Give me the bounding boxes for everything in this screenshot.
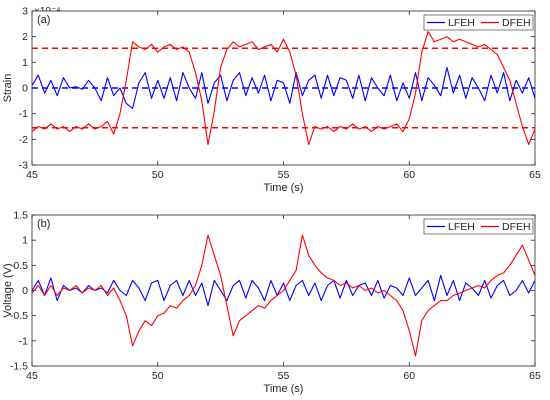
panel-label: (a) — [37, 14, 50, 26]
y-tick-label: 0 — [22, 83, 28, 95]
y-tick-label: -1.5 — [10, 361, 28, 373]
voltage-panel: 45 50 55 60 65 -1.5 -1 -0.5 0 0.5 1 1.5 (b) Time (s) V… — [2, 210, 541, 396]
legend-box — [423, 218, 534, 235]
x-axis-label: Time (s) — [264, 182, 304, 194]
y-tick-label: 0 — [22, 285, 28, 297]
legend: LFEH DFEH — [423, 14, 534, 31]
y-tick-label: 1 — [22, 235, 28, 247]
legend: LFEH DFEH — [423, 218, 534, 235]
series-line-dfeh — [32, 234, 535, 357]
x-tick-label: 60 — [403, 169, 415, 181]
y-axis-label: Strain — [2, 74, 14, 103]
legend-label-dfeh: DFEH — [502, 221, 531, 233]
y-tick-label: 0.5 — [13, 260, 28, 272]
x-tick-label: 50 — [152, 370, 164, 382]
y-tick-label: -1 — [19, 108, 28, 120]
x-tick-label: 45 — [26, 169, 38, 181]
legend-label-dfeh: DFEH — [502, 17, 531, 29]
x-tick-label: 50 — [152, 169, 164, 181]
x-tick-label: 55 — [278, 370, 290, 382]
x-tick-label: 60 — [403, 370, 415, 382]
y-tick-label: 1.5 — [13, 210, 28, 222]
x-tick-label: 65 — [529, 169, 541, 181]
y-axis-label: Voltage (V) — [2, 263, 14, 317]
series-line-lfeh — [32, 274, 535, 307]
legend-box — [423, 14, 534, 31]
y-tick-label: -3 — [19, 160, 28, 172]
y-tick-label: -0.5 — [10, 310, 28, 322]
y-tick-label: 2 — [22, 31, 28, 43]
series-line-lfeh — [32, 66, 535, 110]
x-tick-label: 65 — [529, 370, 541, 382]
x-axis-label: Time (s) — [264, 383, 304, 395]
panel-label: (b) — [37, 218, 50, 230]
y-tick-label: -1 — [19, 335, 28, 347]
legend-label-lfeh: LFEH — [448, 221, 475, 233]
y-tick-label: 1 — [22, 57, 28, 69]
x-tick-label: 45 — [26, 370, 38, 382]
x-tick-label: 55 — [278, 169, 290, 181]
series-line-dfeh — [32, 30, 535, 146]
y-tick-label: -2 — [19, 134, 28, 146]
y-tick-label: 3 — [22, 6, 28, 18]
legend-label-lfeh: LFEH — [448, 17, 475, 29]
